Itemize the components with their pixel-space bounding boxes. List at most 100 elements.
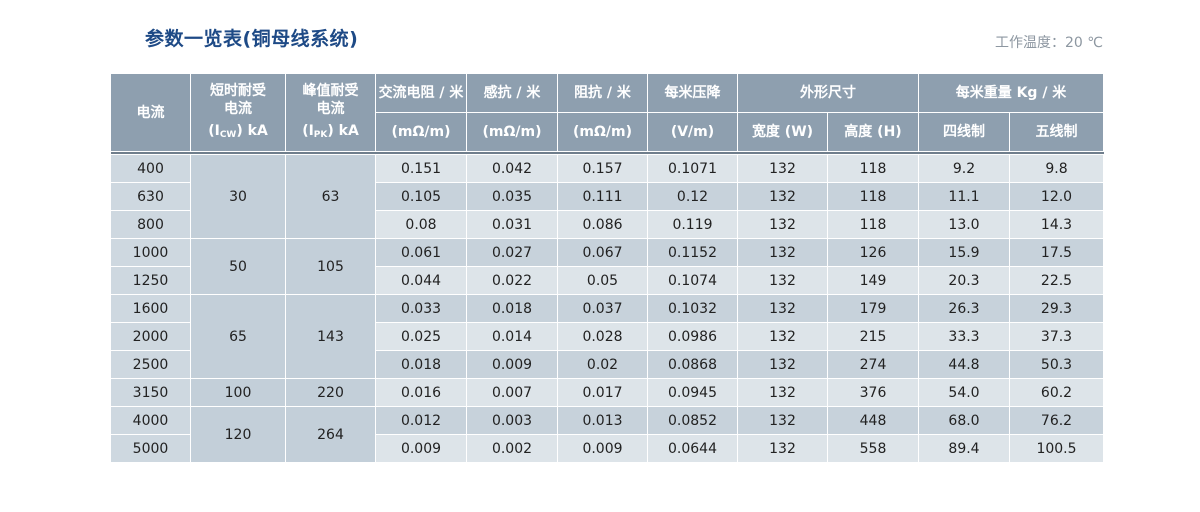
cell-voltage-drop: 0.0868 [647,350,738,379]
table-row: 2000 0.025 0.014 0.028 0.0986 132 215 33.3 37.3 [110,322,1105,351]
cell-peak-current: 143 [285,294,376,379]
table-row: 5000 0.009 0.002 0.009 0.0644 132 558 89.4 100.5 [110,434,1105,463]
cell-peak-current: 220 [285,378,376,407]
cell-ac-resistance: 0.033 [375,294,467,323]
cell-impedance: 0.037 [557,294,648,323]
cell-impedance: 0.05 [557,266,648,295]
cell-reactance: 0.009 [466,350,558,379]
cell-reactance: 0.007 [466,378,558,407]
table-row: 630 0.105 0.035 0.111 0.12 132 118 11.1 12.0 [110,182,1105,211]
cell-impedance: 0.009 [557,434,648,463]
cell-short-time-current: 50 [190,238,286,295]
cell-width: 132 [737,434,828,463]
cell-ac-resistance: 0.016 [375,378,467,407]
header-five-wire: 五线制 [1008,112,1105,152]
cell-reactance: 0.022 [466,266,558,295]
cell-reactance: 0.002 [466,434,558,463]
cell-weight-four-wire: 20.3 [918,266,1010,295]
cell-weight-five-wire: 22.5 [1008,266,1105,295]
cell-current: 400 [110,154,191,183]
header-impedance-unit: (mΩ/m) [557,112,648,152]
cell-ac-resistance: 0.012 [375,406,467,435]
cell-current: 3150 [110,378,191,407]
cell-voltage-drop: 0.0852 [647,406,738,435]
cell-height: 118 [827,182,919,211]
header-separator [110,151,1104,155]
cell-impedance: 0.086 [557,210,648,239]
table-row: 800 0.08 0.031 0.086 0.119 132 118 13.0 14.3 [110,210,1105,239]
cell-voltage-drop: 0.1152 [647,238,738,267]
cell-voltage-drop: 0.119 [647,210,738,239]
cell-width: 132 [737,182,828,211]
cell-peak-current: 63 [285,154,376,239]
cell-weight-five-wire: 60.2 [1008,378,1105,407]
header-short-time-current: 短时耐受 电流 (ICW) kA [190,73,286,152]
cell-current: 1000 [110,238,191,267]
cell-ac-resistance: 0.08 [375,210,467,239]
header-current: 电流 [110,73,191,152]
cell-impedance: 0.013 [557,406,648,435]
header-voltage-drop: 每米压降 [647,73,738,113]
cell-impedance: 0.028 [557,322,648,351]
cell-height: 118 [827,210,919,239]
cell-height: 448 [827,406,919,435]
header-impedance: 阻抗 / 米 [557,73,648,113]
header-reactance: 感抗 / 米 [466,73,558,113]
cell-current: 2500 [110,350,191,379]
cell-current: 630 [110,182,191,211]
cell-reactance: 0.042 [466,154,558,183]
cell-current: 4000 [110,406,191,435]
temperature-note: 工作温度：20 ℃ [995,35,1103,51]
cell-height: 558 [827,434,919,463]
cell-ac-resistance: 0.009 [375,434,467,463]
cell-short-time-current: 100 [190,378,286,407]
cell-weight-five-wire: 76.2 [1008,406,1105,435]
cell-voltage-drop: 0.0945 [647,378,738,407]
cell-width: 132 [737,406,828,435]
table-row: 1000 50 105 0.061 0.027 0.067 0.1152 132 126 15.9… [110,238,1105,295]
cell-width: 132 [737,294,828,323]
cell-height: 149 [827,266,919,295]
cell-weight-five-wire: 50.3 [1008,350,1105,379]
cell-reactance: 0.027 [466,238,558,267]
cell-peak-current: 105 [285,238,376,295]
cell-voltage-drop: 0.0644 [647,434,738,463]
cell-current: 1600 [110,294,191,323]
cell-peak-current: 264 [285,406,376,463]
header-voltage-drop-unit: (V/m) [647,112,738,152]
cell-current: 800 [110,210,191,239]
cell-voltage-drop: 0.12 [647,182,738,211]
cell-height: 215 [827,322,919,351]
cell-ac-resistance: 0.105 [375,182,467,211]
cell-weight-four-wire: 11.1 [918,182,1010,211]
header-height: 高度 (H) [827,112,919,152]
header-peak-current: 峰值耐受 电流 (IPK) kA [285,73,376,152]
cell-height: 376 [827,378,919,407]
cell-impedance: 0.111 [557,182,648,211]
header-dimensions: 外形尺寸 [737,73,919,113]
cell-weight-five-wire: 14.3 [1008,210,1105,239]
cell-weight-four-wire: 9.2 [918,154,1010,183]
cell-weight-five-wire: 12.0 [1008,182,1105,211]
spec-table-body: 400 30 63 0.151 0.042 0.157 0.1071 132 118 9.2 9.8… [110,154,1105,463]
header-reactance-unit: (mΩ/m) [466,112,558,152]
cell-weight-four-wire: 68.0 [918,406,1010,435]
cell-weight-five-wire: 100.5 [1008,434,1105,463]
cell-width: 132 [737,238,828,267]
cell-reactance: 0.014 [466,322,558,351]
cell-impedance: 0.067 [557,238,648,267]
cell-width: 132 [737,154,828,183]
cell-current: 1250 [110,266,191,295]
cell-weight-four-wire: 13.0 [918,210,1010,239]
header-ac-resistance-unit: (mΩ/m) [375,112,467,152]
cell-height: 118 [827,154,919,183]
cell-ac-resistance: 0.151 [375,154,467,183]
cell-ac-resistance: 0.061 [375,238,467,267]
cell-weight-four-wire: 44.8 [918,350,1010,379]
table-row: 2500 0.018 0.009 0.02 0.0868 132 274 44.8 50.3 [110,350,1105,379]
cell-ac-resistance: 0.025 [375,322,467,351]
cell-reactance: 0.031 [466,210,558,239]
cell-short-time-current: 65 [190,294,286,379]
table-row: 3150 100 220 0.016 0.007 0.017 0.0945 132 376 54.… [110,378,1105,407]
cell-impedance: 0.157 [557,154,648,183]
